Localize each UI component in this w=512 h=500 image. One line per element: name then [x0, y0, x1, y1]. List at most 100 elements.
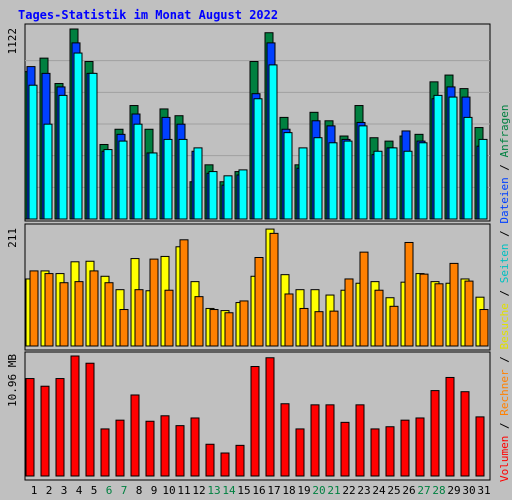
bar-volumen-day-20	[310, 404, 320, 477]
x-axis-labels: 1 2 3 4 5 6 7 8 9 10 11 12 13 14 15 16 17 18 19 20 21 22 23 24 2…	[31, 484, 491, 497]
bar-dateien-day-29	[448, 96, 458, 220]
chart-title: Tages-Statistik im Monat August 2022	[18, 8, 279, 22]
bar-rechner-day-14	[224, 312, 234, 347]
legend-item-besuche: Besuche	[498, 303, 511, 349]
bar-volumen-day-8	[130, 394, 140, 477]
bar-volumen-day-13	[205, 443, 215, 477]
bar-rechner-day-29	[449, 262, 459, 347]
bar-rechner-day-9	[149, 258, 159, 347]
y-max-label: 211	[6, 228, 19, 248]
bar-rechner-day-27	[419, 273, 429, 347]
bar-rechner-day-6	[104, 282, 114, 347]
legend-item-seiten: Seiten	[498, 244, 511, 284]
x-tick-label-day-2: 2	[46, 484, 53, 497]
bar-volumen-day-22	[340, 421, 350, 477]
bar-volumen-day-21	[325, 404, 335, 477]
bar-volumen-day-4	[70, 355, 80, 477]
x-tick-label-day-19: 19	[297, 484, 310, 497]
bar-rechner-day-24	[374, 289, 384, 347]
bar-volumen-day-19	[295, 428, 305, 477]
panel-frame	[24, 223, 491, 351]
bar-rechner-day-5	[89, 270, 99, 347]
x-tick-label-day-13: 13	[207, 484, 220, 497]
bar-dateien-day-12	[193, 147, 203, 220]
bar-rechner-day-16	[254, 257, 264, 347]
bar-rechner-day-11	[179, 239, 189, 347]
x-tick-label-day-11: 11	[177, 484, 190, 497]
y-max-label: 10.96 MB	[6, 354, 19, 407]
bar-volumen-day-24	[370, 428, 380, 477]
x-tick-label-day-30: 30	[462, 484, 475, 497]
bar-volumen-day-27	[415, 417, 425, 477]
bar-volumen-day-31	[475, 416, 485, 477]
bar-dateien-day-23	[358, 125, 368, 220]
bar-volumen-day-18	[280, 403, 290, 477]
bar-volumen-day-30	[460, 391, 470, 477]
bar-rechner-day-28	[434, 283, 444, 347]
legend-item-anfragen: Anfragen	[498, 104, 511, 157]
bar-rechner-day-10	[164, 289, 174, 347]
legend-separator: /	[498, 157, 511, 177]
x-tick-label-day-18: 18	[282, 484, 295, 497]
x-tick-label-day-31: 31	[477, 484, 490, 497]
bar-rechner-day-30	[464, 280, 474, 347]
bar-volumen-day-28	[430, 390, 440, 477]
bar-rechner-day-15	[239, 300, 249, 347]
y-axis-labels: 1122 211 10.96 MB	[6, 28, 19, 407]
bar-dateien-day-17	[268, 64, 278, 220]
bar-dateien-day-9	[148, 152, 158, 220]
x-tick-label-day-29: 29	[447, 484, 460, 497]
bar-volumen-day-23	[355, 404, 365, 477]
bar-rechner-day-13	[209, 309, 219, 347]
bar-rechner-day-23	[359, 251, 369, 347]
x-tick-label-day-10: 10	[162, 484, 175, 497]
x-tick-label-day-3: 3	[61, 484, 68, 497]
bar-volumen-day-6	[100, 428, 110, 477]
legend-separator: /	[498, 283, 511, 303]
bar-dateien-day-30	[463, 116, 473, 220]
y-max-label: 1122	[6, 28, 19, 55]
bar-rechner-day-22	[344, 278, 354, 347]
bar-volumen-day-11	[175, 425, 185, 477]
bar-dateien-day-14	[223, 175, 233, 220]
bar-dateien-day-11	[178, 138, 188, 220]
x-tick-label-day-1: 1	[31, 484, 38, 497]
bar-rechner-day-7	[119, 309, 129, 347]
legend: Volumen / Rechner / Besuche / Seiten / D…	[498, 104, 511, 482]
bar-dateien-day-10	[163, 138, 173, 220]
bar-volumen-day-7	[115, 419, 125, 477]
bar-dateien-day-25	[388, 147, 398, 220]
x-tick-label-day-20: 20	[312, 484, 325, 497]
bar-dateien-day-6	[103, 149, 113, 220]
bar-rechner-day-25	[389, 305, 399, 347]
x-tick-label-day-16: 16	[252, 484, 265, 497]
bar-rechner-day-17	[269, 232, 279, 347]
bar-rechner-day-1	[29, 270, 39, 347]
bar-dateien-day-7	[118, 140, 128, 220]
x-tick-label-day-7: 7	[121, 484, 128, 497]
bar-volumen-day-14	[220, 452, 230, 477]
x-tick-label-day-8: 8	[136, 484, 143, 497]
legend-item-dateien: Dateien	[498, 177, 511, 223]
bar-dateien-day-22	[343, 140, 353, 220]
x-tick-label-day-24: 24	[372, 484, 386, 497]
bar-rechner-day-8	[134, 289, 144, 347]
bar-volumen-day-9	[145, 420, 155, 477]
bar-volumen-day-15	[235, 444, 245, 477]
bar-volumen-day-2	[40, 385, 50, 477]
bar-rechner-day-12	[194, 296, 204, 347]
bar-volumen-day-5	[85, 362, 95, 477]
bar-volumen-day-10	[160, 415, 170, 477]
bar-volumen-day-3	[55, 378, 65, 477]
x-tick-label-day-6: 6	[106, 484, 113, 497]
x-tick-label-day-9: 9	[151, 484, 158, 497]
x-tick-label-day-25: 25	[387, 484, 400, 497]
bar-dateien-day-21	[328, 142, 338, 220]
x-tick-label-day-26: 26	[402, 484, 415, 497]
bar-rechner-day-20	[314, 311, 324, 347]
bars	[24, 28, 489, 477]
bar-dateien-day-28	[433, 94, 443, 220]
bar-dateien-day-31	[478, 138, 488, 220]
x-tick-label-day-5: 5	[91, 484, 98, 497]
